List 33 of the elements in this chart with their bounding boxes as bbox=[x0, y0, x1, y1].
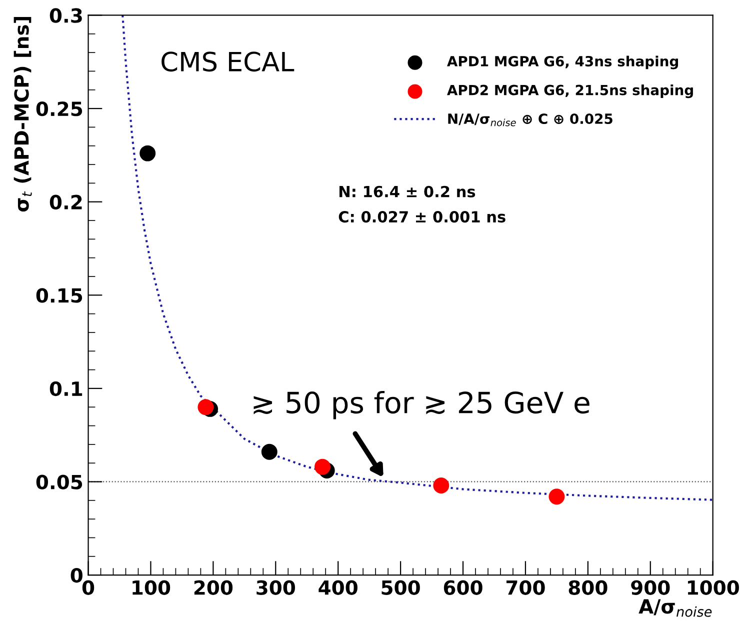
y-tick-label: 0.15 bbox=[36, 288, 82, 303]
x-tick-label: 300 bbox=[256, 580, 296, 595]
point bbox=[314, 458, 330, 475]
x-tick-label: 100 bbox=[132, 580, 170, 595]
annotation: C: 0.027 ± 0.001 ns bbox=[338, 211, 506, 223]
line-series bbox=[122, 15, 713, 501]
y-tick-label: 0.05 bbox=[36, 474, 82, 490]
x-tick-label: 1000 bbox=[688, 580, 739, 595]
y-tick-label: 0.1 bbox=[50, 381, 82, 396]
y-axis-title: σ$_{t}$ (APD-MCP) [ns] bbox=[14, 16, 32, 212]
point bbox=[433, 477, 450, 494]
x-tick-label: 900 bbox=[631, 580, 670, 595]
x-tick-label: 700 bbox=[506, 580, 545, 595]
annotation: ≳ 50 ps for ≳ 25 GeV e bbox=[254, 390, 590, 420]
y-tick-label: 0.3 bbox=[50, 8, 82, 23]
y-tick-label: 0.25 bbox=[36, 101, 82, 116]
annotation: CMS ECAL bbox=[162, 52, 294, 72]
x-tick-label: 800 bbox=[568, 580, 608, 595]
legend-label: APD1 MGPA G6, 43ns shaping bbox=[447, 56, 678, 70]
y-tick-label: 0.2 bbox=[50, 194, 82, 210]
point bbox=[198, 399, 214, 416]
x-tick-label: 500 bbox=[382, 580, 420, 595]
x-tick-label: 0 bbox=[82, 580, 94, 595]
annotation: N: 16.4 ± 0.2 ns bbox=[340, 186, 476, 198]
point bbox=[548, 488, 565, 505]
x-axis-title: A/σ$_{noise}$ bbox=[638, 599, 712, 617]
x-tick-label: 600 bbox=[444, 580, 482, 595]
legend-label: APD2 MGPA G6, 21.5ns shaping bbox=[447, 84, 693, 98]
x-tick-label: 400 bbox=[318, 580, 358, 595]
x-tick-label: 200 bbox=[194, 580, 233, 595]
point bbox=[261, 444, 278, 460]
legend-label: N/A/σ$_{noise}$ ⊕ C ⊕ 0.025 bbox=[448, 114, 612, 126]
y-tick-label: 0 bbox=[70, 568, 82, 583]
